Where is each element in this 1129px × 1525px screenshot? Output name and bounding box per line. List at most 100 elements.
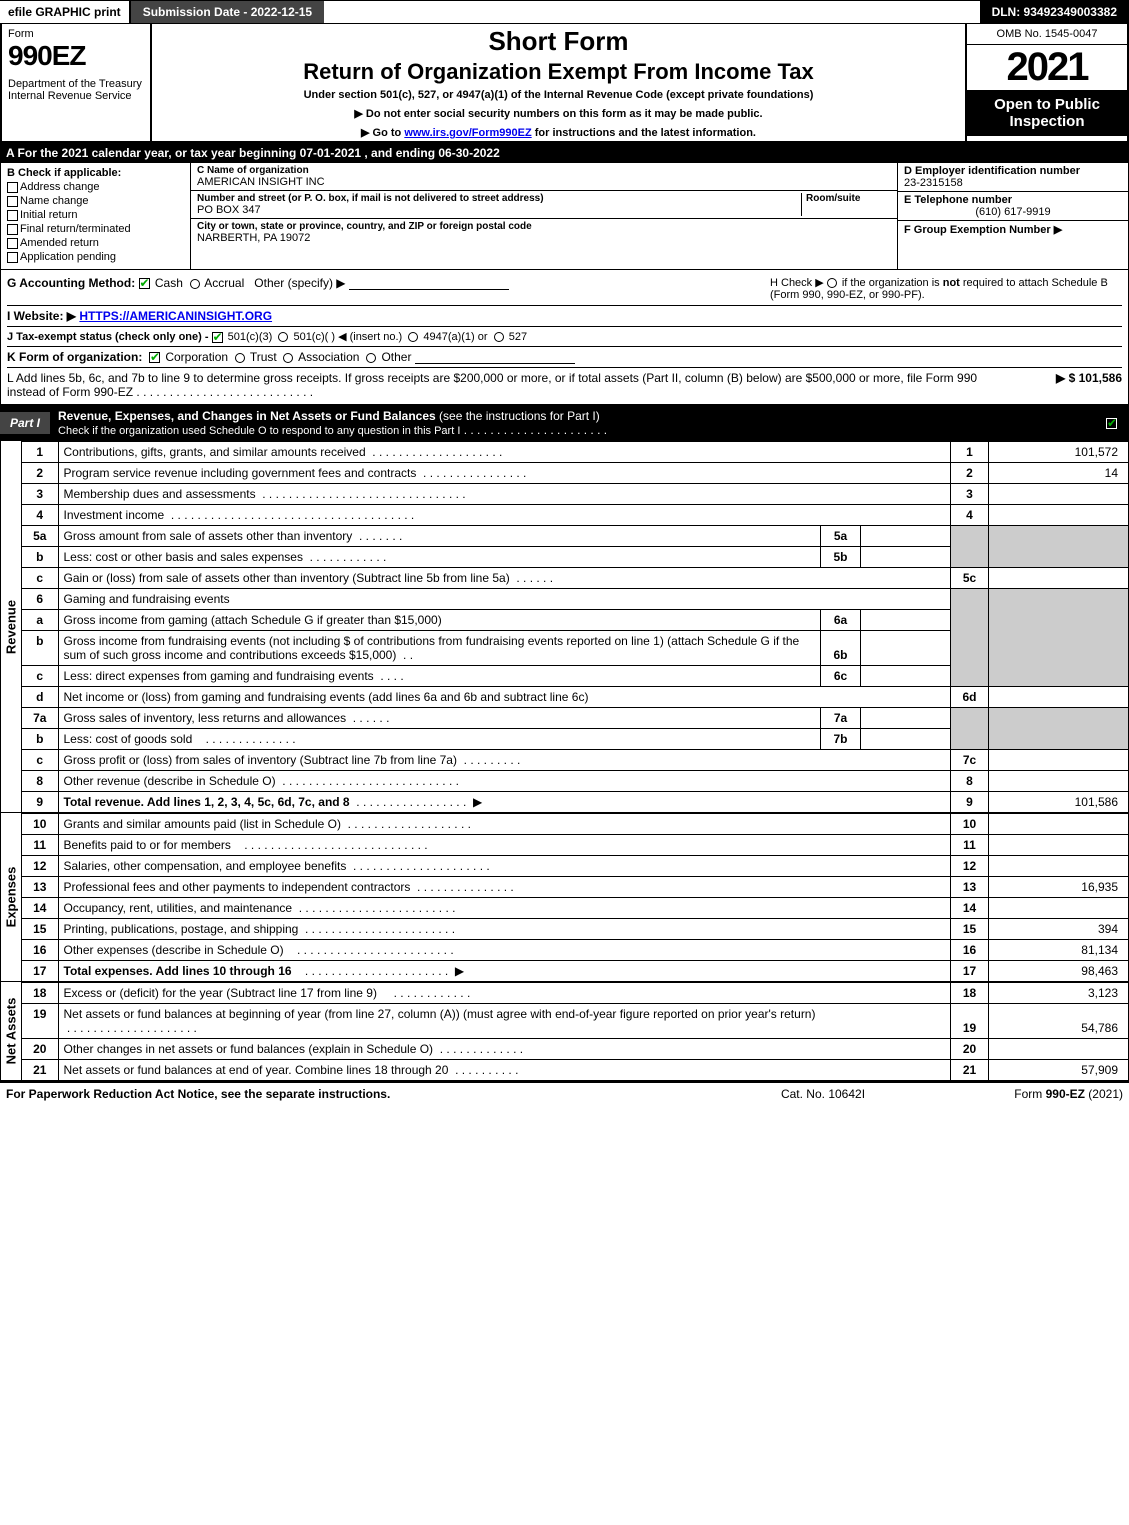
c-addr-label: Number and street (or P. O. box, if mail… — [197, 193, 801, 204]
other-org-blank[interactable] — [415, 363, 575, 364]
line-21: 21Net assets or fund balances at end of … — [22, 1060, 1129, 1081]
g-label: G Accounting Method: — [7, 276, 135, 290]
revenue-side-label: Revenue — [0, 441, 22, 813]
accrual-label: Accrual — [204, 276, 244, 290]
cash-label: Cash — [155, 276, 183, 290]
expenses-section: Expenses 10Grants and similar amounts pa… — [0, 813, 1129, 982]
i-website-label: I Website: ▶ — [7, 309, 76, 323]
chk-4947[interactable] — [408, 332, 418, 342]
line-14: 14Occupancy, rent, utilities, and mainte… — [22, 898, 1129, 919]
line-5c: cGain or (loss) from sale of assets othe… — [22, 568, 1129, 589]
other-org-label: Other — [381, 350, 411, 364]
rows-g-to-l: G Accounting Method: Cash Accrual Other … — [0, 270, 1129, 405]
j-label: J Tax-exempt status (check only one) - — [7, 331, 212, 343]
chk-501c-other[interactable] — [278, 332, 288, 342]
d-ein-label: D Employer identification number — [904, 165, 1122, 177]
chk-application-pending-label: Application pending — [20, 251, 116, 263]
501c3-label: 501(c)(3) — [228, 331, 273, 343]
chk-application-pending[interactable]: Application pending — [7, 251, 184, 263]
line-15: 15Printing, publications, postage, and s… — [22, 919, 1129, 940]
f-group-exemption-label: F Group Exemption Number ▶ — [904, 223, 1122, 236]
line-7a: 7aGross sales of inventory, less returns… — [22, 708, 1129, 729]
chk-corporation[interactable] — [149, 352, 160, 363]
chk-501c3[interactable] — [212, 332, 223, 343]
subtitle: Under section 501(c), 527, or 4947(a)(1)… — [158, 89, 959, 101]
chk-name-change-label: Name change — [20, 195, 89, 207]
e-tel-label: E Telephone number — [904, 194, 1122, 206]
line-11: 11Benefits paid to or for members . . . … — [22, 835, 1129, 856]
col-c-name-address: C Name of organization AMERICAN INSIGHT … — [191, 163, 898, 269]
chk-cash[interactable] — [139, 278, 150, 289]
line-6d: dNet income or (loss) from gaming and fu… — [22, 687, 1129, 708]
chk-address-change-label: Address change — [20, 181, 100, 193]
part-1-title-bold: Revenue, Expenses, and Changes in Net As… — [58, 409, 436, 423]
chk-accrual[interactable] — [190, 279, 200, 289]
org-address: PO BOX 347 — [197, 204, 801, 216]
line-7c: cGross profit or (loss) from sales of in… — [22, 750, 1129, 771]
org-info-block: B Check if applicable: Address change Na… — [0, 163, 1129, 270]
chk-amended-return[interactable]: Amended return — [7, 237, 184, 249]
page-footer: For Paperwork Reduction Act Notice, see … — [0, 1081, 1129, 1105]
chk-initial-return[interactable]: Initial return — [7, 209, 184, 221]
goto-note: ▶ Go to www.irs.gov/Form990EZ for instru… — [158, 126, 959, 139]
line-20: 20Other changes in net assets or fund ba… — [22, 1039, 1129, 1060]
chk-initial-return-label: Initial return — [20, 209, 77, 221]
row-h: H Check ▶ if the organization is not req… — [762, 276, 1122, 301]
efile-print-label[interactable]: efile GRAPHIC print — [0, 1, 131, 23]
org-name: AMERICAN INSIGHT INC — [197, 176, 891, 188]
k-label: K Form of organization: — [7, 350, 142, 364]
chk-schedule-o-used[interactable] — [1106, 418, 1117, 429]
chk-association[interactable] — [283, 353, 293, 363]
chk-final-return-label: Final return/terminated — [20, 223, 131, 235]
527-label: 527 — [509, 331, 527, 343]
h-check-label: H Check ▶ — [770, 277, 824, 289]
main-title: Return of Organization Exempt From Incom… — [158, 59, 959, 85]
header-left: Form 990EZ Department of the Treasury In… — [2, 24, 152, 141]
row-g: G Accounting Method: Cash Accrual Other … — [7, 276, 762, 301]
header-right: OMB No. 1545-0047 2021 Open to Public In… — [967, 24, 1127, 141]
footer-form-ref: Form 990-EZ (2021) — [923, 1087, 1123, 1101]
goto-post: for instructions and the latest informat… — [532, 127, 756, 139]
irs-link[interactable]: www.irs.gov/Form990EZ — [404, 127, 531, 139]
line-13: 13Professional fees and other payments t… — [22, 877, 1129, 898]
trust-label: Trust — [250, 350, 277, 364]
part-1-label: Part I — [0, 412, 50, 434]
expenses-side-label: Expenses — [0, 813, 22, 982]
chk-trust[interactable] — [235, 353, 245, 363]
501c-other-label: 501(c)( ) ◀ (insert no.) — [293, 331, 402, 343]
part-1-subtitle: Check if the organization used Schedule … — [58, 425, 460, 437]
line-2: 2Program service revenue including gover… — [22, 463, 1129, 484]
line-4: 4Investment income . . . . . . . . . . .… — [22, 505, 1129, 526]
net-assets-table: 18Excess or (deficit) for the year (Subt… — [22, 982, 1129, 1081]
b-heading: B Check if applicable: — [7, 167, 184, 179]
revenue-table: 1Contributions, gifts, grants, and simil… — [22, 441, 1129, 813]
h-not: not — [943, 277, 960, 289]
association-label: Association — [298, 350, 359, 364]
line-3: 3Membership dues and assessments . . . .… — [22, 484, 1129, 505]
ein-value: 23-2315158 — [904, 177, 1122, 189]
footer-left: For Paperwork Reduction Act Notice, see … — [6, 1087, 723, 1101]
omb-number: OMB No. 1545-0047 — [967, 24, 1127, 45]
chk-527[interactable] — [494, 332, 504, 342]
open-to-public-badge: Open to Public Inspection — [967, 90, 1127, 136]
line-18: 18Excess or (deficit) for the year (Subt… — [22, 983, 1129, 1004]
line-6: 6Gaming and fundraising events — [22, 589, 1129, 610]
net-assets-section: Net Assets 18Excess or (deficit) for the… — [0, 982, 1129, 1081]
part-1-bar: Part I Revenue, Expenses, and Changes in… — [0, 405, 1129, 441]
row-i-website: I Website: ▶ HTTPS://AMERICANINSIGHT.ORG — [7, 305, 1122, 326]
other-specify-blank[interactable] — [349, 289, 509, 290]
chk-name-change[interactable]: Name change — [7, 195, 184, 207]
row-j-tax-exempt: J Tax-exempt status (check only one) - 5… — [7, 326, 1122, 346]
chk-other-org[interactable] — [366, 353, 376, 363]
website-link[interactable]: HTTPS://AMERICANINSIGHT.ORG — [79, 309, 272, 323]
line-12: 12Salaries, other compensation, and empl… — [22, 856, 1129, 877]
chk-address-change[interactable]: Address change — [7, 181, 184, 193]
chk-h-not-required[interactable] — [827, 278, 837, 288]
telephone-value: (610) 617-9919 — [904, 206, 1122, 218]
chk-final-return[interactable]: Final return/terminated — [7, 223, 184, 235]
room-suite-label: Room/suite — [806, 193, 891, 204]
part-1-title: Revenue, Expenses, and Changes in Net As… — [58, 405, 1096, 441]
line-10: 10Grants and similar amounts paid (list … — [22, 814, 1129, 835]
line-19: 19Net assets or fund balances at beginni… — [22, 1004, 1129, 1039]
tax-year: 2021 — [967, 45, 1127, 90]
